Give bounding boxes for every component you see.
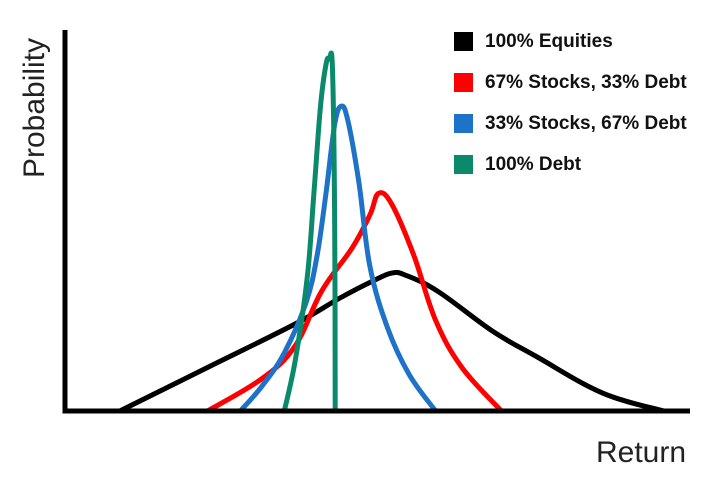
- legend-label-33-stocks: 33% Stocks, 67% Debt: [485, 112, 687, 134]
- legend-item-equities: 100% Equities: [454, 28, 687, 55]
- axis-layer: [62, 30, 690, 414]
- x-axis-label: Return: [596, 436, 687, 469]
- y-axis-label: Probability: [18, 37, 51, 179]
- series-layer: [118, 50, 665, 414]
- series-line-debt: [281, 50, 338, 412]
- series-line-33-stocks: [238, 103, 438, 413]
- series-line-equities: [118, 269, 665, 414]
- legend-swatch-33-stocks: [454, 114, 473, 133]
- legend: 100% Equities 67% Stocks, 33% Debt 33% S…: [454, 28, 687, 192]
- legend-item-debt: 100% Debt: [454, 151, 687, 178]
- legend-label-equities: 100% Equities: [485, 30, 613, 52]
- legend-item-67-stocks: 67% Stocks, 33% Debt: [454, 69, 687, 96]
- legend-label-debt: 100% Debt: [485, 153, 582, 175]
- legend-label-67-stocks: 67% Stocks, 33% Debt: [485, 71, 687, 93]
- legend-swatch-equities: [454, 32, 473, 51]
- legend-swatch-67-stocks: [454, 73, 473, 92]
- legend-item-33-stocks: 33% Stocks, 67% Debt: [454, 110, 687, 137]
- legend-swatch-debt: [454, 155, 473, 174]
- series-line-67-stocks: [206, 190, 504, 414]
